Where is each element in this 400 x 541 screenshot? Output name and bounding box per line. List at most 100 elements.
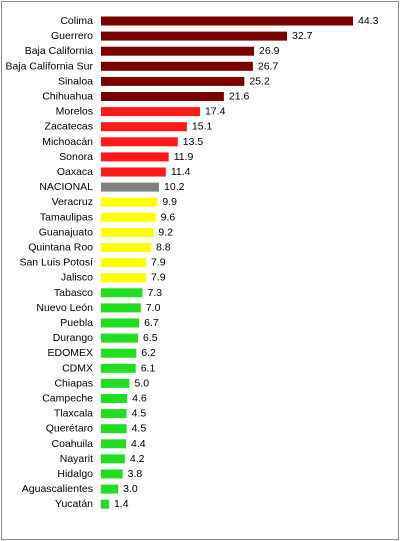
bar-baja-california-sur: [101, 61, 253, 71]
category-label-aguascalientes: Aguascalientes: [22, 483, 93, 495]
category-label-sonora: Sonora: [59, 151, 93, 163]
value-label-sonora: 11.9: [174, 151, 194, 163]
bar-san-luis-potosi: [101, 258, 146, 268]
bar-colima: [101, 16, 353, 26]
bar-tlaxcala: [101, 409, 127, 419]
value-label-san-luis-potosi: 7.9: [151, 257, 166, 269]
category-label-baja-california-sur: Baja California Sur: [5, 60, 93, 72]
bar-tamaulipas: [101, 212, 156, 222]
bar-sonora: [101, 152, 169, 162]
bar-durango: [101, 333, 138, 343]
bar-guanajuato: [101, 227, 154, 237]
value-label-coahuila: 4.4: [131, 438, 146, 450]
category-label-quintana-roo: Quintana Roo: [28, 242, 93, 254]
category-label-tamaulipas: Tamaulipas: [40, 211, 93, 223]
value-label-guerrero: 32.7: [292, 30, 313, 42]
value-label-chihuahua: 21.6: [229, 91, 250, 103]
value-label-nacional: 10.2: [164, 181, 185, 193]
value-label-nuevo-leon: 7.0: [146, 302, 161, 314]
value-label-aguascalientes: 3.0: [123, 483, 138, 495]
value-label-hidalgo: 3.8: [128, 468, 143, 480]
category-label-guerrero: Guerrero: [51, 30, 93, 42]
bar-tabasco: [101, 288, 143, 298]
value-label-tabasco: 7.3: [148, 287, 163, 299]
category-label-baja-california: Baja California: [25, 45, 93, 57]
category-label-morelos: Morelos: [56, 106, 93, 118]
category-label-sinaloa: Sinaloa: [58, 75, 93, 87]
category-label-chihuahua: Chihuahua: [42, 91, 93, 103]
category-label-hidalgo: Hidalgo: [57, 468, 93, 480]
value-label-cdmx: 6.1: [141, 362, 156, 374]
bar-cdmx: [101, 363, 136, 373]
value-label-tlaxcala: 4.5: [132, 408, 147, 420]
category-label-tlaxcala: Tlaxcala: [54, 408, 93, 420]
value-label-queretaro: 4.5: [132, 423, 147, 435]
category-label-durango: Durango: [53, 332, 93, 344]
value-label-sinaloa: 25.2: [249, 75, 270, 87]
bar-aguascalientes: [101, 484, 119, 494]
value-label-jalisco: 7.9: [151, 272, 166, 284]
category-label-zacatecas: Zacatecas: [45, 121, 93, 133]
bar-chihuahua: [101, 92, 224, 101]
value-label-oaxaca: 11.4: [171, 166, 191, 178]
category-label-nayarit: Nayarit: [60, 453, 93, 465]
bar-edomex: [101, 348, 137, 358]
value-label-michoacan: 13.5: [183, 136, 204, 148]
category-label-queretaro: Querétaro: [46, 423, 93, 435]
bar-sinaloa: [101, 76, 245, 86]
value-label-colima: 44.3: [358, 15, 379, 27]
bar-nayarit: [101, 454, 125, 464]
category-label-yucatan: Yucatán: [55, 498, 93, 510]
value-label-quintana-roo: 8.8: [156, 242, 171, 254]
category-label-edomex: EDOMEX: [47, 347, 93, 359]
bar-veracruz: [101, 197, 158, 207]
bar-campeche: [101, 394, 128, 403]
category-label-nacional: NACIONAL: [39, 181, 93, 193]
value-label-durango: 6.5: [143, 332, 158, 344]
bar-nuevo-leon: [101, 303, 141, 313]
value-label-campeche: 4.6: [132, 393, 147, 405]
category-label-oaxaca: Oaxaca: [57, 166, 93, 178]
category-label-colima: Colima: [60, 15, 93, 27]
bar-guerrero: [101, 31, 288, 41]
category-label-chiapas: Chiapas: [54, 377, 93, 389]
category-label-cdmx: CDMX: [62, 362, 93, 374]
bar-chiapas: [101, 378, 130, 388]
category-label-coahuila: Coahuila: [52, 438, 94, 450]
bar-nacional: [101, 182, 160, 192]
category-label-michoacan: Michoacán: [42, 136, 93, 148]
bar-coahuila: [101, 439, 127, 449]
value-label-guanajuato: 9.2: [158, 226, 173, 238]
bar-quintana-roo: [101, 243, 152, 252]
value-label-puebla: 6.7: [144, 317, 159, 329]
value-label-zacatecas: 15.1: [192, 121, 213, 133]
bar-puebla: [101, 318, 140, 328]
bar-queretaro: [101, 424, 127, 434]
category-label-tabasco: Tabasco: [54, 287, 93, 299]
value-label-veracruz: 9.9: [162, 196, 177, 208]
value-label-yucatan: 1.4: [114, 498, 129, 510]
bar-baja-california: [101, 46, 255, 56]
value-label-nayarit: 4.2: [130, 453, 145, 465]
category-label-san-luis-potosi: San Luis Potosí: [19, 257, 93, 269]
category-label-veracruz: Veracruz: [52, 196, 93, 208]
value-label-baja-california-sur: 26.7: [258, 60, 279, 72]
bar-michoacan: [101, 137, 178, 147]
bar-yucatan: [101, 499, 109, 509]
category-label-puebla: Puebla: [60, 317, 93, 329]
value-label-edomex: 6.2: [141, 347, 156, 359]
category-label-guanajuato: Guanajuato: [39, 226, 93, 238]
bar-hidalgo: [101, 469, 123, 479]
bar-zacatecas: [101, 122, 187, 132]
value-label-morelos: 17.4: [205, 106, 226, 118]
value-label-tamaulipas: 9.6: [161, 211, 176, 223]
bar-morelos: [101, 107, 200, 117]
category-label-campeche: Campeche: [42, 393, 93, 405]
value-label-chiapas: 5.0: [134, 377, 149, 389]
value-label-baja-california: 26.9: [259, 45, 280, 57]
category-label-nuevo-leon: Nuevo León: [36, 302, 93, 314]
bar-oaxaca: [101, 167, 166, 177]
bar-jalisco: [101, 273, 146, 283]
